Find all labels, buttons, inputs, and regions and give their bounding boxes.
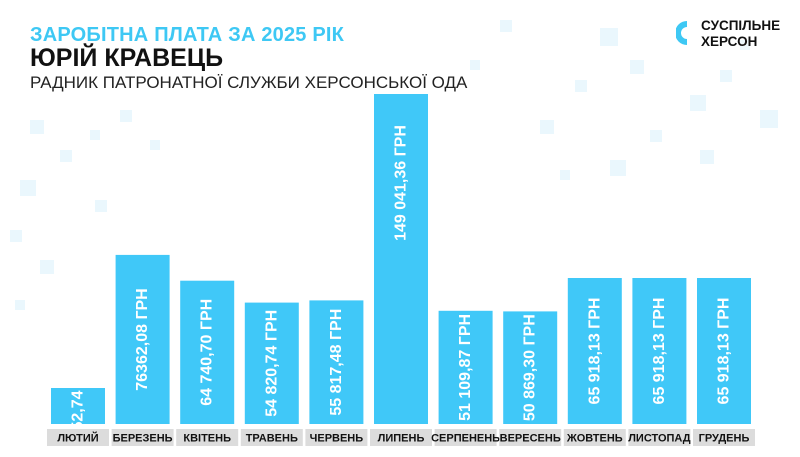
category-label: ЖОВТЕНЬ bbox=[566, 433, 623, 445]
bar-value-label: 65 918,13 ГРН bbox=[586, 298, 603, 405]
background-square bbox=[95, 200, 107, 212]
category-label: СЕРПЕНЕНЬ bbox=[431, 433, 500, 445]
bar-6 bbox=[374, 94, 428, 424]
bar-value-label: 50 869,30 ГРН bbox=[522, 314, 539, 421]
category-label: КВІТЕНЬ bbox=[183, 433, 231, 445]
bar-3 bbox=[180, 280, 235, 424]
bar-11 bbox=[697, 278, 751, 424]
bar-4 bbox=[244, 302, 299, 424]
bar-value-label: 54 820,74 ГРН bbox=[263, 310, 280, 417]
background-square bbox=[610, 160, 626, 176]
category-label: ТРАВЕНЬ bbox=[246, 433, 298, 445]
background-square bbox=[600, 28, 618, 46]
background-square bbox=[560, 170, 570, 180]
background-square bbox=[150, 140, 160, 150]
category-label-box bbox=[499, 429, 562, 446]
background-square bbox=[120, 110, 132, 122]
bar-value-label: 76362,08 ГРН bbox=[134, 288, 151, 390]
background-square bbox=[700, 150, 714, 164]
bar-10 bbox=[632, 278, 687, 424]
background-square bbox=[40, 260, 54, 274]
logo-line-1: СУСПІЛЬНЕ bbox=[701, 18, 781, 33]
category-label: ЛИСТОПАД bbox=[628, 433, 691, 445]
bar-value-label: 64 740,70 ГРН bbox=[199, 299, 216, 406]
person-position: РАДНИК ПАТРОНАТНОЇ СЛУЖБИ ХЕРСОНСЬКОЇ ОД… bbox=[30, 73, 468, 92]
bar-value-label: 55 817,48 ГРН bbox=[328, 309, 345, 416]
background-square bbox=[760, 110, 778, 128]
bar-2 bbox=[115, 254, 170, 424]
category-label-box bbox=[563, 429, 626, 446]
category-label-box bbox=[47, 429, 109, 446]
category-label-box bbox=[693, 429, 755, 446]
category-label-box bbox=[176, 429, 239, 446]
background-square bbox=[90, 130, 100, 140]
bar-1 bbox=[51, 388, 105, 424]
person-name: ЮРІЙ КРАВЕЦЬ bbox=[30, 44, 224, 72]
background-square bbox=[20, 180, 36, 196]
background-square bbox=[650, 130, 662, 142]
category-label-box bbox=[111, 429, 174, 446]
background-square bbox=[630, 60, 644, 74]
bar-5 bbox=[309, 300, 364, 424]
suspilne-logo: СУСПІЛЬНЕ ХЕРСОН bbox=[676, 17, 786, 53]
category-label-box bbox=[305, 429, 368, 446]
background-square bbox=[540, 120, 554, 134]
background-square bbox=[15, 300, 25, 310]
background-square bbox=[575, 80, 587, 92]
background-square bbox=[720, 70, 732, 82]
category-label: БЕРЕЗЕНЬ bbox=[113, 433, 173, 445]
bar-value-label: 65 918,13 ГРН bbox=[651, 298, 668, 405]
background-square bbox=[740, 40, 750, 50]
logo-line-2: ХЕРСОН bbox=[701, 34, 758, 49]
category-label: ЧЕРВЕНЬ bbox=[310, 433, 364, 445]
bar-7 bbox=[438, 310, 493, 424]
category-label: ГРУДЕНЬ bbox=[699, 433, 750, 445]
category-label-box bbox=[434, 429, 497, 446]
bar-value-label: 65 918,13 ГРН bbox=[716, 298, 733, 405]
suspilne-logo-icon bbox=[676, 21, 687, 45]
background-square bbox=[470, 60, 480, 70]
category-label: ЛЮТИЙ bbox=[57, 432, 98, 445]
background-square bbox=[10, 230, 22, 242]
bar-value-label: 51 109,87 ГРН bbox=[457, 314, 474, 421]
background-square bbox=[30, 120, 44, 134]
background-square bbox=[500, 20, 512, 32]
category-label-box bbox=[240, 429, 303, 446]
bar-value-label: 149 041,36 ГРН bbox=[393, 125, 410, 241]
background-square bbox=[60, 150, 72, 162]
bar-8 bbox=[503, 311, 558, 424]
bar-9 bbox=[567, 278, 622, 424]
category-label-box bbox=[370, 429, 432, 446]
category-label: ВЕРЕСЕНЬ bbox=[500, 433, 561, 445]
category-label-box bbox=[628, 429, 691, 446]
background-square bbox=[690, 95, 706, 111]
chart-title: ЗАРОБІТНА ПЛАТА ЗА 2025 РІК bbox=[30, 24, 345, 46]
category-label: ЛИПЕНЬ bbox=[378, 433, 425, 445]
